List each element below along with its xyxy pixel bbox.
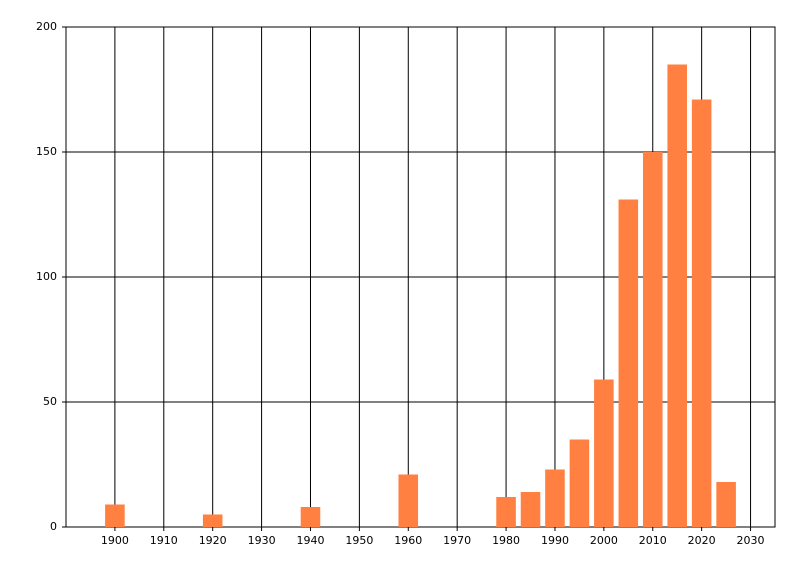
y-tick-label: 150: [36, 145, 57, 158]
y-tick-label: 100: [36, 270, 57, 283]
y-tick-label: 50: [43, 395, 57, 408]
x-tick-label: 1920: [199, 534, 227, 547]
bar: [667, 64, 687, 527]
x-tick-label: 2020: [688, 534, 716, 547]
x-tick-label: 1910: [150, 534, 178, 547]
x-tick-label: 1900: [101, 534, 129, 547]
x-tick-label: 2010: [639, 534, 667, 547]
x-tick-label: 2030: [737, 534, 765, 547]
bar: [716, 482, 736, 527]
x-tick-label: 1940: [296, 534, 324, 547]
bar: [496, 497, 516, 527]
x-tick-label: 1990: [541, 534, 569, 547]
bar: [300, 507, 321, 527]
bar: [398, 474, 419, 527]
x-tick-label: 1980: [492, 534, 520, 547]
x-tick-label: 1960: [394, 534, 422, 547]
bar: [545, 469, 565, 527]
x-tick-label: 1950: [345, 534, 373, 547]
x-tick-label: 1930: [248, 534, 276, 547]
bar: [520, 492, 541, 527]
y-tick-label: 200: [36, 20, 57, 33]
x-tick-label: 2000: [590, 534, 618, 547]
bar: [642, 152, 663, 527]
bar: [105, 504, 125, 527]
bar: [691, 99, 712, 527]
bar: [202, 514, 223, 527]
x-tick-label: 1970: [443, 534, 471, 547]
bar: [569, 439, 590, 527]
bar: [594, 379, 614, 527]
bar: [618, 199, 639, 527]
y-tick-label: 0: [50, 520, 57, 533]
